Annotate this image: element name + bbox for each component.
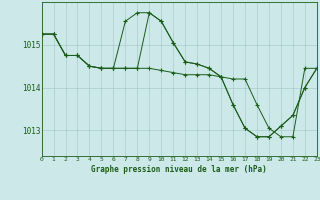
X-axis label: Graphe pression niveau de la mer (hPa): Graphe pression niveau de la mer (hPa): [91, 165, 267, 174]
